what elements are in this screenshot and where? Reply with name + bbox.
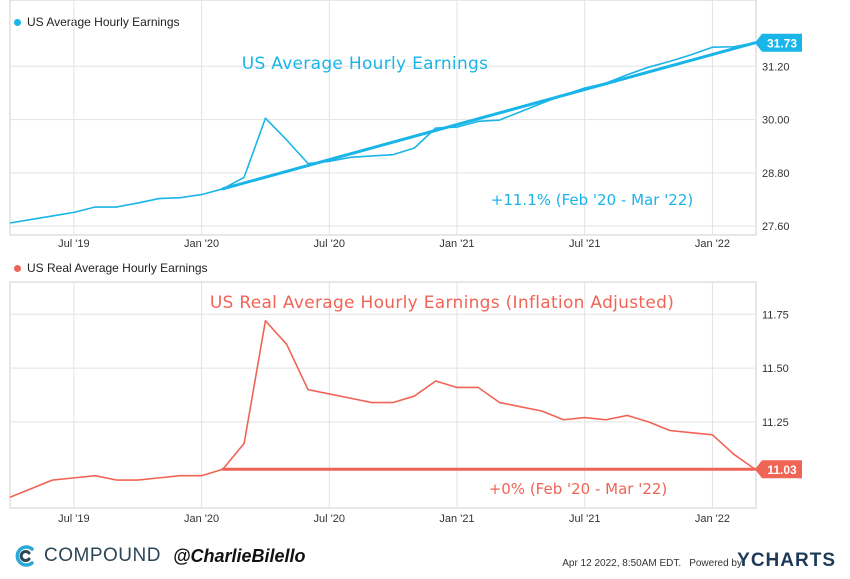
chart-title: US Real Average Hourly Earnings (Inflati… — [210, 293, 674, 313]
x-tick-label: Jan '21 — [439, 513, 474, 525]
x-tick-label: Jul '21 — [569, 513, 600, 525]
last-value-badge — [755, 460, 802, 479]
legend-bottom: US Real Average Hourly Earnings — [14, 261, 208, 275]
brand-handle: @CharlieBilello — [172, 545, 306, 566]
last-value-badge — [755, 33, 802, 52]
trend-line — [221, 41, 757, 191]
y-tick-label: 11.75 — [762, 309, 789, 321]
x-tick-label: Jul '19 — [58, 238, 89, 250]
chart-panel-1: Jul '19 Jan '20 Jul '20 Jan '21 Jul '21 Jan '… — [9, 281, 802, 525]
plot-frame — [9, 0, 757, 236]
x-tick-label: Jul '20 — [314, 513, 345, 525]
x-tick-label: Jan '20 — [184, 238, 219, 250]
y-tick-label: 30.00 — [762, 115, 790, 127]
legend-label-top: US Average Hourly Earnings — [27, 15, 180, 29]
y-tick-label: 11.50 — [762, 363, 789, 375]
powered-by: Powered by — [689, 558, 742, 569]
x-tick-label: Jan '20 — [184, 513, 219, 525]
chart-panel-0: Jul '19 Jan '20 Jul '20 Jan '21 Jul '21 Jan '… — [9, 0, 802, 250]
series-line — [9, 41, 756, 224]
last-value-label: 11.03 — [767, 463, 797, 477]
y-tick-label: 11.25 — [762, 417, 789, 429]
footer-meta: Apr 12 2022, 8:50AM EDT. Powered by — [562, 558, 742, 569]
last-value-label: 31.73 — [767, 36, 797, 50]
chart-annotation: +0% (Feb '20 - Mar '22) — [489, 480, 668, 498]
legend-label-bottom: US Real Average Hourly Earnings — [27, 261, 208, 275]
x-tick-label: Jan '21 — [439, 238, 474, 250]
series-line — [9, 319, 756, 498]
y-tick-label: 27.60 — [762, 221, 790, 233]
x-tick-label: Jul '21 — [569, 238, 600, 250]
ycharts-logo: YCHARTS — [737, 550, 836, 571]
x-tick-label: Jan '22 — [695, 238, 730, 250]
plot-frame — [9, 281, 757, 509]
y-tick-label: 28.80 — [762, 168, 790, 180]
legend-dot-blue — [14, 18, 21, 26]
x-tick-label: Jul '20 — [314, 238, 345, 250]
legend-top: US Average Hourly Earnings — [14, 15, 180, 29]
brand: COMPOUND @CharlieBilello — [12, 543, 306, 569]
charts-svg: Jul '19 Jan '20 Jul '20 Jan '21 Jul '21 Jan '… — [9, 0, 802, 525]
y-tick-label: 31.20 — [762, 61, 790, 73]
legend-dot-red — [14, 264, 21, 272]
x-tick-label: Jul '19 — [58, 513, 89, 525]
chart-annotation: +11.1% (Feb '20 - Mar '22) — [491, 191, 693, 209]
x-tick-label: Jan '22 — [695, 513, 730, 525]
brand-name: COMPOUND — [44, 545, 161, 566]
compound-logo-icon — [15, 545, 34, 567]
footer: COMPOUND @CharlieBilello Apr 12 2022, 8:… — [0, 535, 850, 579]
timestamp: Apr 12 2022, 8:50AM EDT. — [562, 558, 682, 569]
chart-title: US Average Hourly Earnings — [242, 54, 489, 74]
